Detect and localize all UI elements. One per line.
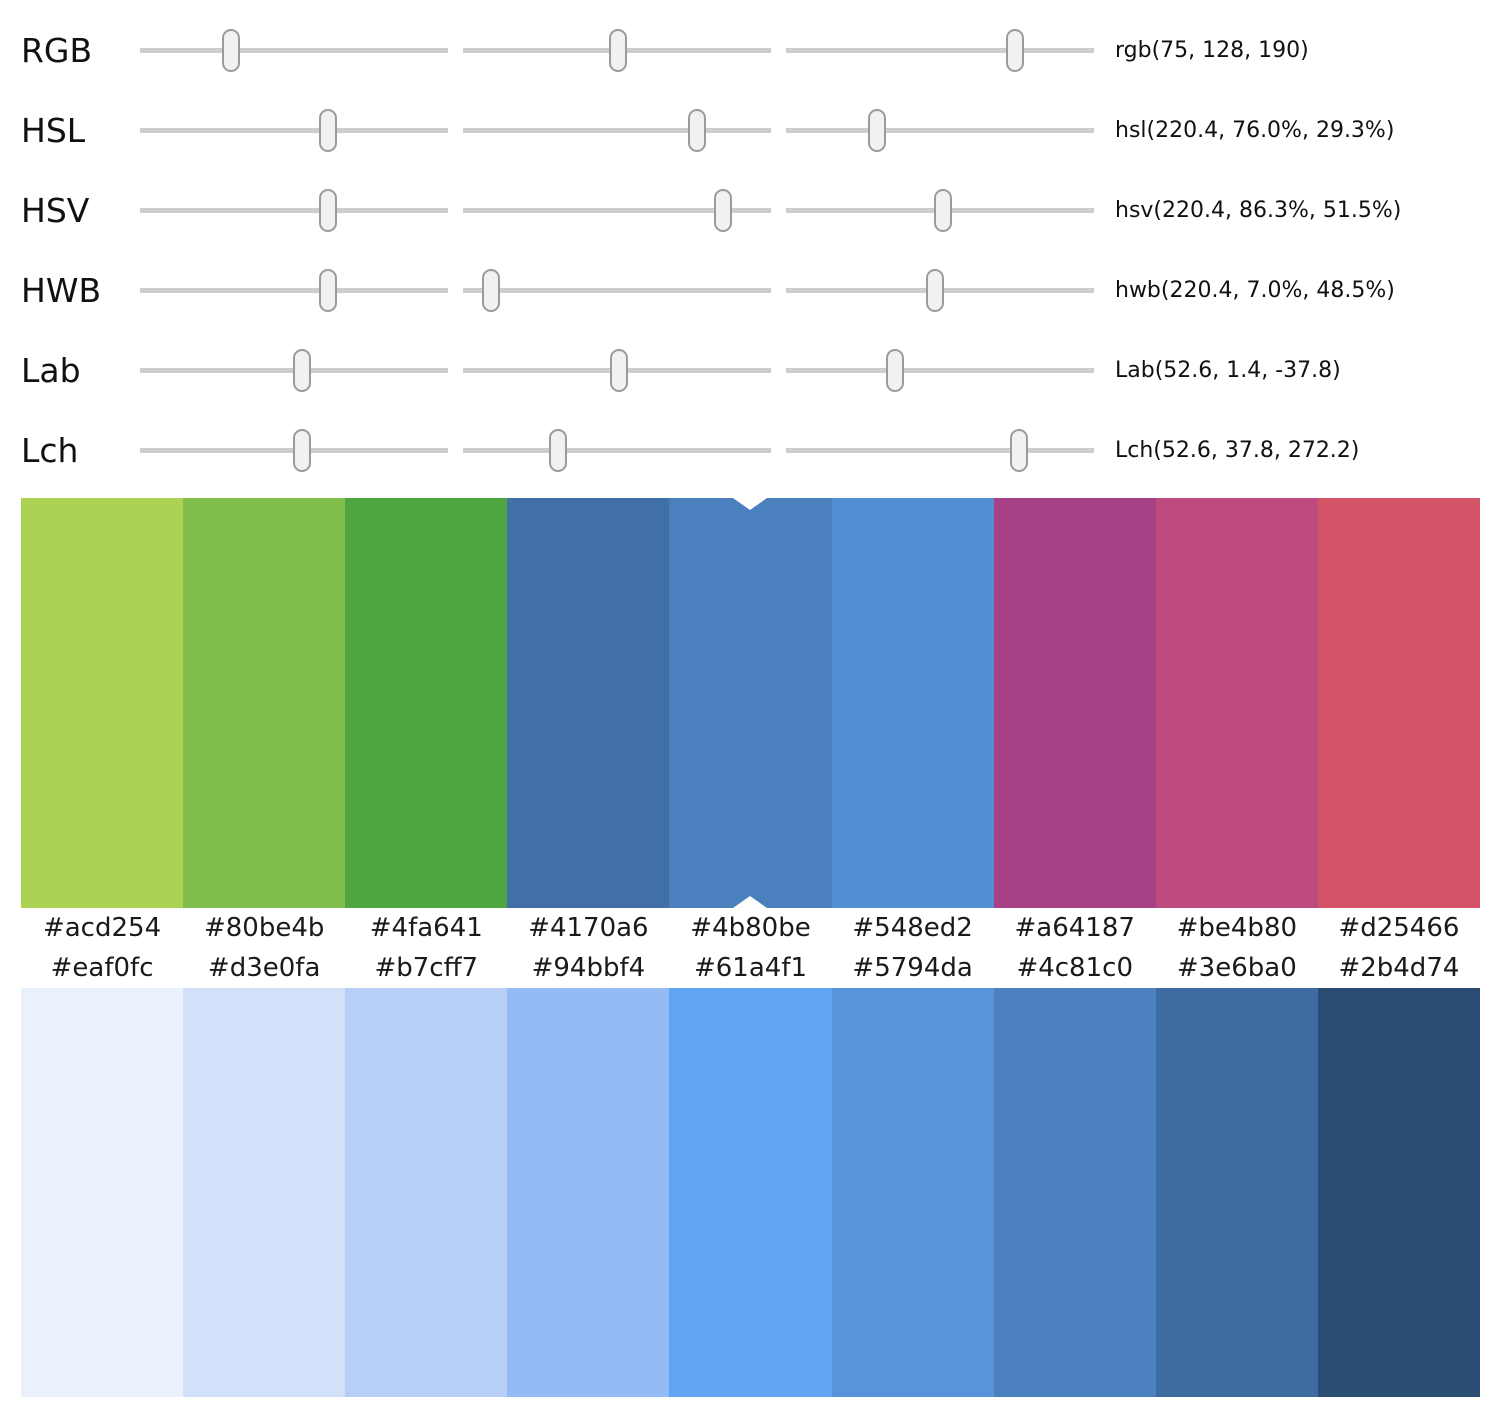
hex-label: #a64187 xyxy=(1014,913,1135,943)
slider-value: Lch(52.6, 37.8, 272.2) xyxy=(1115,437,1360,463)
slider-track[interactable] xyxy=(786,348,1094,392)
slider-track[interactable] xyxy=(786,268,1094,312)
slider-handle[interactable] xyxy=(319,108,338,152)
slider-handle[interactable] xyxy=(293,348,311,392)
hex-label: #be4b80 xyxy=(1176,913,1298,943)
palette-top xyxy=(21,498,1480,908)
slider-row: HSV hsv(220.4, 86.3%, 51.5%) xyxy=(0,170,1501,250)
palette-swatch[interactable] xyxy=(669,498,832,908)
slider-handle[interactable] xyxy=(886,348,905,392)
hex-label: #d25466 xyxy=(1338,913,1460,943)
slider-handle[interactable] xyxy=(481,268,500,312)
slider-row: Lch Lch(52.6, 37.8, 272.2) xyxy=(0,410,1501,490)
hex-label: #4170a6 xyxy=(528,913,649,943)
hex-label: #4b80be xyxy=(690,913,811,943)
slider-track[interactable] xyxy=(140,348,448,392)
slider-value: rgb(75, 128, 190) xyxy=(1115,37,1309,63)
palette-swatch[interactable] xyxy=(21,498,184,908)
hex-label: #acd254 xyxy=(42,913,162,943)
hex-label: #5794da xyxy=(852,953,973,983)
palette-swatch[interactable] xyxy=(1155,498,1318,908)
hex-label: #61a4f1 xyxy=(693,953,808,983)
slider-row-label: HWB xyxy=(21,270,102,310)
palette-swatch[interactable] xyxy=(183,498,346,908)
slider-handle[interactable] xyxy=(868,108,887,152)
hex-label: #80be4b xyxy=(203,913,325,943)
slider-row-label: Lab xyxy=(21,350,81,390)
slider-handle[interactable] xyxy=(926,268,945,312)
palette-swatch[interactable] xyxy=(831,988,994,1397)
hex-label: #4fa641 xyxy=(369,913,483,943)
slider-row-label: HSL xyxy=(21,110,86,150)
palette-swatch[interactable] xyxy=(345,988,508,1397)
slider-handle[interactable] xyxy=(221,28,240,72)
slider-row-label: RGB xyxy=(21,30,93,70)
slider-track[interactable] xyxy=(463,268,771,312)
slider-handle[interactable] xyxy=(1006,28,1025,72)
slider-row: RGB rgb(75, 128, 190) xyxy=(0,10,1501,90)
slider-handle[interactable] xyxy=(688,108,707,152)
slider-handle[interactable] xyxy=(608,28,627,72)
hex-label-row-bottom: #eaf0fc #d3e0fa #b7cff7 #94bbf4 #61a4f1 #5794… xyxy=(21,948,1480,988)
palette-swatch[interactable] xyxy=(1155,988,1318,1397)
palette-swatch[interactable] xyxy=(21,988,184,1397)
slider-handle[interactable] xyxy=(610,348,629,392)
slider-track[interactable] xyxy=(463,348,771,392)
slider-track[interactable] xyxy=(463,428,771,472)
palette-swatch[interactable] xyxy=(1317,988,1480,1397)
slider-track[interactable] xyxy=(786,188,1094,232)
slider-handle[interactable] xyxy=(319,188,338,232)
hex-label: #b7cff7 xyxy=(374,953,479,983)
palette-bottom xyxy=(21,988,1480,1397)
slider-track[interactable] xyxy=(140,268,448,312)
slider-track[interactable] xyxy=(463,188,771,232)
hex-label: #3e6ba0 xyxy=(1176,953,1297,983)
palette-swatch[interactable] xyxy=(831,498,994,908)
slider-handle[interactable] xyxy=(549,428,568,472)
slider-handle[interactable] xyxy=(934,188,953,232)
slider-row: HSL hsl(220.4, 76.0%, 29.3%) xyxy=(0,90,1501,170)
slider-row: HWB hwb(220.4, 7.0%, 48.5%) xyxy=(0,250,1501,330)
slider-track[interactable] xyxy=(463,108,771,152)
hex-label: #4c81c0 xyxy=(1016,953,1133,983)
hex-label: #548ed2 xyxy=(852,913,973,943)
slider-value: Lab(52.6, 1.4, -37.8) xyxy=(1115,357,1341,383)
palette-swatch[interactable] xyxy=(345,498,508,908)
slider-row: Lab Lab(52.6, 1.4, -37.8) xyxy=(0,330,1501,410)
slider-value: hsv(220.4, 86.3%, 51.5%) xyxy=(1115,197,1402,223)
hex-label-row-top: #acd254 #80be4b #4fa641 #4170a6 #4b80be #548e… xyxy=(21,908,1480,948)
selected-marker-bottom-icon xyxy=(733,896,768,908)
slider-handle[interactable] xyxy=(319,268,338,312)
slider-value: hwb(220.4, 7.0%, 48.5%) xyxy=(1115,277,1395,303)
slider-section: RGB rgb(75, 128, 190) HSL hsl(220.4, 76.… xyxy=(0,0,1501,490)
slider-handle[interactable] xyxy=(1009,428,1028,472)
palette-swatch[interactable] xyxy=(183,988,346,1397)
slider-handle[interactable] xyxy=(293,428,311,472)
slider-track[interactable] xyxy=(140,428,448,472)
slider-track[interactable] xyxy=(140,188,448,232)
slider-track[interactable] xyxy=(463,28,771,72)
slider-value: hsl(220.4, 76.0%, 29.3%) xyxy=(1115,117,1395,143)
slider-track[interactable] xyxy=(786,428,1094,472)
slider-row-label: HSV xyxy=(21,190,90,230)
slider-row-label: Lch xyxy=(21,430,79,470)
selected-marker-top-icon xyxy=(733,498,768,510)
hex-label: #94bbf4 xyxy=(531,953,646,983)
hex-label: #d3e0fa xyxy=(207,953,321,983)
slider-track[interactable] xyxy=(786,28,1094,72)
slider-handle[interactable] xyxy=(714,188,733,232)
palette-swatch[interactable] xyxy=(1317,498,1480,908)
slider-track[interactable] xyxy=(140,108,448,152)
hex-label: #2b4d74 xyxy=(1338,953,1460,983)
slider-track[interactable] xyxy=(786,108,1094,152)
palette-swatch[interactable] xyxy=(507,498,670,908)
hex-label: #eaf0fc xyxy=(50,953,154,983)
palette-swatch[interactable] xyxy=(669,988,832,1397)
slider-track[interactable] xyxy=(140,28,448,72)
palette-swatch[interactable] xyxy=(993,498,1156,908)
palette-swatch[interactable] xyxy=(993,988,1156,1397)
palette-swatch[interactable] xyxy=(507,988,670,1397)
